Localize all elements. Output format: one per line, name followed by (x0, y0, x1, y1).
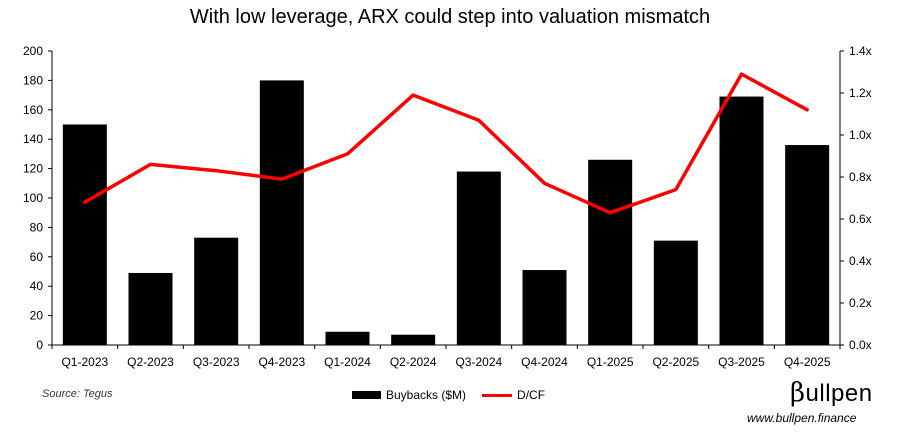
x-tick-label: Q1-2023 (61, 355, 108, 369)
bar-q4-2025 (785, 145, 830, 345)
bar-q1-2024 (325, 331, 370, 345)
y-left-tick-label: 20 (30, 309, 44, 323)
y-left-tick-label: 40 (30, 279, 44, 293)
x-tick-label: Q1-2024 (324, 355, 371, 369)
dcf-point-q3-2025 (740, 72, 743, 76)
dcf-point-q1-2023 (83, 200, 87, 204)
bar-q3-2024 (456, 171, 501, 345)
y-left-tick-label: 200 (23, 44, 43, 58)
tick-labels: 0 20 40 60 80 100 120 140 160 180 200 0.0x 0.2x 0.4x 0… (23, 44, 872, 369)
brand-logo: βullpen (790, 378, 873, 408)
bar-q3-2025 (719, 96, 764, 345)
dcf-point-q2-2025 (674, 188, 678, 192)
bar-q3-2023 (194, 237, 239, 345)
y-right-tick-label: 0.6x (849, 212, 872, 226)
x-tick-label: Q1-2025 (587, 355, 634, 369)
dcf-point-q2-2024 (411, 93, 415, 97)
brand-url: www.bullpen.finance (747, 411, 857, 425)
axes (48, 50, 844, 349)
dcf-point-q1-2025 (608, 211, 612, 215)
dcf-point-q2-2023 (149, 162, 152, 166)
legend-swatch-bar (352, 391, 381, 399)
y-right-tick-label: 0.4x (849, 254, 872, 268)
bar-q1-2023 (62, 124, 107, 345)
y-right-tick-label: 0.0x (849, 338, 872, 352)
bar-q4-2023 (259, 80, 304, 346)
y-right-tick-label: 1.4x (849, 44, 872, 58)
bar-q4-2024 (522, 270, 567, 345)
line-series (83, 72, 809, 215)
chart-title: With low leverage, ARX could step into v… (189, 6, 711, 28)
legend-label-buybacks: Buybacks ($M) (386, 388, 467, 402)
dcf-line (83, 72, 809, 215)
dcf-point-q4-2024 (543, 181, 546, 185)
y-left-tick-label: 120 (23, 162, 43, 176)
dcf-point-q1-2024 (346, 152, 349, 156)
y-left-tick-label: 180 (23, 73, 43, 87)
dcf-point-q4-2023 (280, 177, 284, 181)
y-left-tick-label: 80 (30, 220, 44, 234)
bar-q2-2024 (391, 334, 436, 345)
legend-label-dcf: D/CF (517, 388, 546, 402)
x-tick-label: Q3-2023 (193, 355, 240, 369)
dcf-point-q3-2023 (214, 169, 218, 173)
dcf-point-q3-2024 (477, 118, 481, 122)
legend: Buybacks ($M) D/CF (352, 387, 545, 403)
x-tick-label: Q2-2024 (390, 355, 437, 369)
bar-series (62, 80, 830, 346)
y-left-tick-label: 140 (23, 132, 43, 146)
x-tick-label: Q3-2025 (718, 355, 765, 369)
x-tick-label: Q3-2024 (455, 355, 502, 369)
y-right-tick-label: 0.8x (849, 170, 872, 184)
y-right-tick-label: 1.2x (849, 86, 872, 100)
x-tick-label: Q4-2023 (258, 355, 305, 369)
bar-q2-2025 (653, 240, 698, 345)
y-left-tick-label: 160 (23, 103, 43, 117)
y-right-tick-label: 0.2x (849, 296, 872, 310)
x-tick-label: Q2-2023 (127, 355, 174, 369)
legend-swatch-line (482, 393, 513, 397)
x-tick-label: Q2-2025 (652, 355, 699, 369)
bar-q2-2023 (128, 272, 173, 345)
source-note: Source: Tegus (42, 388, 113, 400)
y-left-tick-label: 60 (30, 250, 44, 264)
bar-q1-2025 (588, 159, 633, 345)
y-left-tick-label: 0 (36, 338, 43, 352)
x-tick-label: Q4-2025 (784, 355, 831, 369)
x-tick-label: Q4-2024 (521, 355, 568, 369)
dcf-point-q4-2025 (805, 108, 809, 112)
y-right-tick-label: 1.0x (849, 128, 872, 142)
y-left-tick-label: 100 (23, 191, 43, 205)
